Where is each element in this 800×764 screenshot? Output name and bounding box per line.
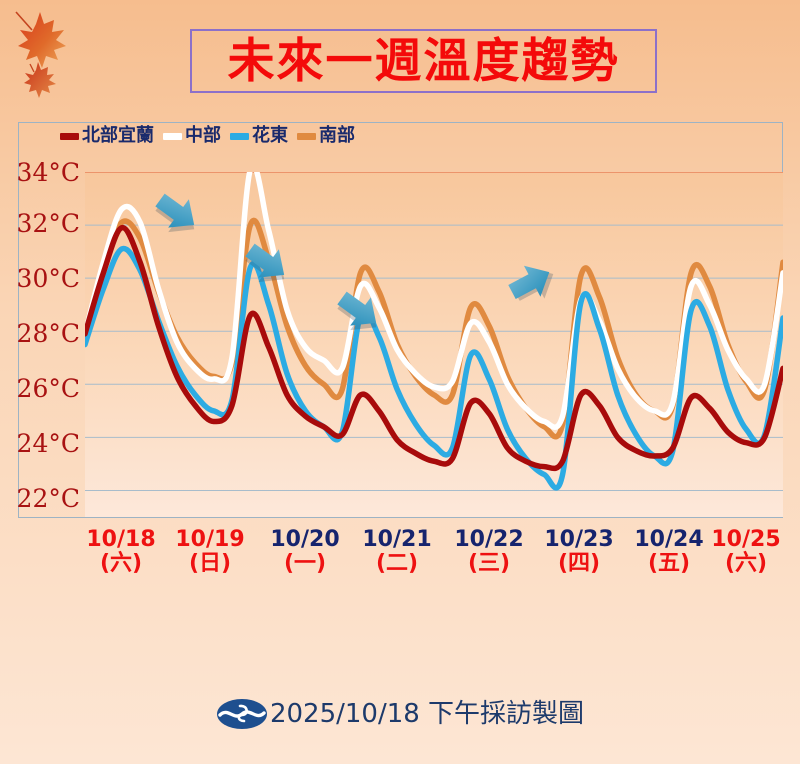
x-tick-date: 10/25 (711, 527, 781, 552)
y-tick-label: 34°C (16, 158, 80, 187)
chart-plot-area (85, 172, 783, 517)
y-axis: 34°C 32°C 30°C 28°C 26°C 24°C 22°C (0, 0, 80, 520)
x-tick-date: 10/23 (544, 527, 614, 552)
footer: 2025/10/18 下午採訪製圖 (0, 697, 800, 731)
trend-arrows (155, 193, 554, 331)
x-tick-weekday: (日) (188, 550, 232, 576)
x-tick-weekday: (二) (375, 550, 419, 576)
x-tick-date: 10/24 (634, 527, 704, 552)
legend-item-central: 中部 (163, 127, 221, 145)
y-tick-label: 22°C (16, 484, 80, 513)
legend-label: 北部宜蘭 (82, 125, 154, 146)
x-tick-date: 10/21 (362, 527, 432, 552)
x-tick-weekday: (六) (724, 550, 768, 576)
y-tick-label: 30°C (16, 264, 80, 293)
x-tick-0: 10/18 (六) (66, 528, 176, 576)
legend-item-hualien-taitung: 花東 (230, 127, 288, 145)
x-tick-weekday: (三) (467, 550, 511, 576)
x-tick-4: 10/22 (三) (434, 528, 544, 576)
temperature-lines (85, 172, 783, 517)
legend-label: 中部 (185, 125, 221, 146)
x-tick-2: 10/20 (一) (250, 528, 360, 576)
x-tick-date: 10/19 (175, 527, 245, 552)
legend-item-north: 北部宜蘭 (60, 127, 154, 145)
y-tick-label: 32°C (16, 209, 80, 238)
y-tick-label: 28°C (16, 319, 80, 348)
legend-swatch-icon (230, 132, 249, 140)
legend-swatch-icon (163, 132, 182, 140)
x-tick-5: 10/23 (四) (524, 528, 634, 576)
x-tick-weekday: (六) (99, 550, 143, 576)
chart-legend: 北部宜蘭 中部 花東 南部 (60, 124, 355, 148)
x-tick-date: 10/18 (86, 527, 156, 552)
x-tick-date: 10/20 (270, 527, 340, 552)
page-title-text: 未來一週溫度趨勢 (227, 33, 620, 89)
x-tick-1: 10/19 (日) (155, 528, 265, 576)
footer-text: 2025/10/18 下午採訪製圖 (269, 699, 585, 729)
x-tick-weekday: (四) (557, 550, 601, 576)
legend-label: 南部 (319, 125, 355, 146)
legend-item-south: 南部 (297, 127, 355, 145)
x-tick-weekday: (一) (283, 550, 327, 576)
legend-swatch-icon (60, 132, 79, 140)
x-tick-3: 10/21 (二) (342, 528, 452, 576)
cwa-wave-logo-icon (216, 697, 268, 731)
annotation-boxes: 東北季風增強 東北季風及颱風外圍環流影響，北部及東半部地區天氣稍涼，其他地區早晚… (0, 578, 800, 660)
x-tick-weekday: (五) (647, 550, 691, 576)
x-tick-date: 10/22 (454, 527, 524, 552)
legend-swatch-icon (297, 132, 316, 140)
x-tick-6: 10/24 (五) (614, 528, 724, 576)
page-title: 未來一週溫度趨勢 (190, 29, 657, 93)
x-tick-7: 10/25 (六) (694, 528, 798, 576)
maple-leaf-icon (6, 4, 76, 104)
y-tick-label: 26°C (16, 374, 80, 403)
y-tick-label: 24°C (16, 429, 80, 458)
x-axis: 10/18 (六) 10/19 (日) 10/20 (一) 10/21 (二) … (0, 520, 800, 582)
legend-label: 花東 (252, 125, 288, 146)
